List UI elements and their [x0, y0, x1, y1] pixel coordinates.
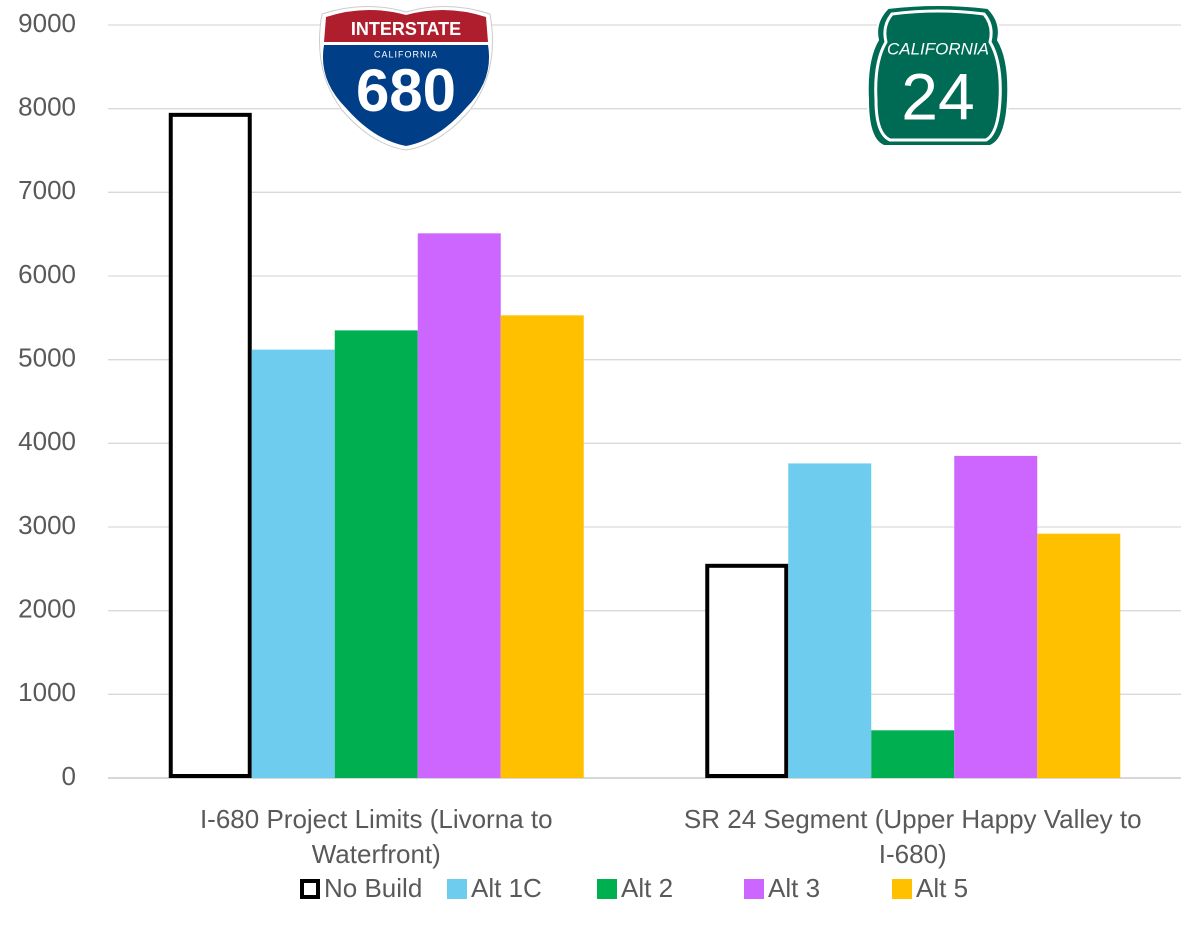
bar [417, 233, 501, 778]
bar [954, 455, 1038, 778]
y-tick-label: 4000 [18, 426, 76, 456]
y-tick-label: 9000 [18, 8, 76, 38]
legend-swatch [300, 879, 320, 899]
california-shield: CALIFORNIA 24 [866, 4, 1010, 147]
legend-label: Alt 3 [768, 873, 820, 903]
legend-label: Alt 5 [916, 873, 968, 903]
bar [251, 349, 335, 778]
legend-label: Alt 2 [621, 873, 673, 903]
y-tick-label: 6000 [18, 259, 76, 289]
y-tick-label: 7000 [18, 175, 76, 205]
bar [788, 463, 872, 778]
x-tick-label: SR 24 Segment (Upper Happy Valley to I-6… [683, 804, 1142, 869]
bar [168, 112, 252, 779]
shields: INTERSTATE CALIFORNIA 680 CALIFORNIA 24 [319, 4, 1010, 151]
y-tick-label: 0 [62, 761, 76, 791]
y-tick-label: 1000 [18, 677, 76, 707]
bar [705, 563, 789, 779]
shield-number: 24 [901, 59, 974, 133]
legend-swatch [597, 879, 617, 899]
y-tick-label: 2000 [18, 594, 76, 624]
bar [871, 730, 955, 778]
legend-swatch [447, 879, 467, 899]
bar [1037, 533, 1121, 778]
y-tick-label: 8000 [18, 92, 76, 122]
legend-label: No Build [324, 873, 422, 903]
y-tick-label: 5000 [18, 343, 76, 373]
shield-state-text: CALIFORNIA [887, 39, 989, 58]
legend-swatch [744, 879, 764, 899]
legend-swatch [892, 879, 912, 899]
shield-top-text: INTERSTATE [351, 19, 461, 39]
shield-number: 680 [356, 57, 456, 124]
bar [500, 315, 584, 778]
shield-state-text: CALIFORNIA [374, 49, 438, 59]
legend-label: Alt 1C [471, 873, 542, 903]
interstate-shield: INTERSTATE CALIFORNIA 680 [319, 6, 493, 151]
bar [334, 330, 418, 778]
x-tick-label: I-680 Project Limits (Livorna to Waterfr… [199, 804, 553, 869]
y-tick-label: 3000 [18, 510, 76, 540]
